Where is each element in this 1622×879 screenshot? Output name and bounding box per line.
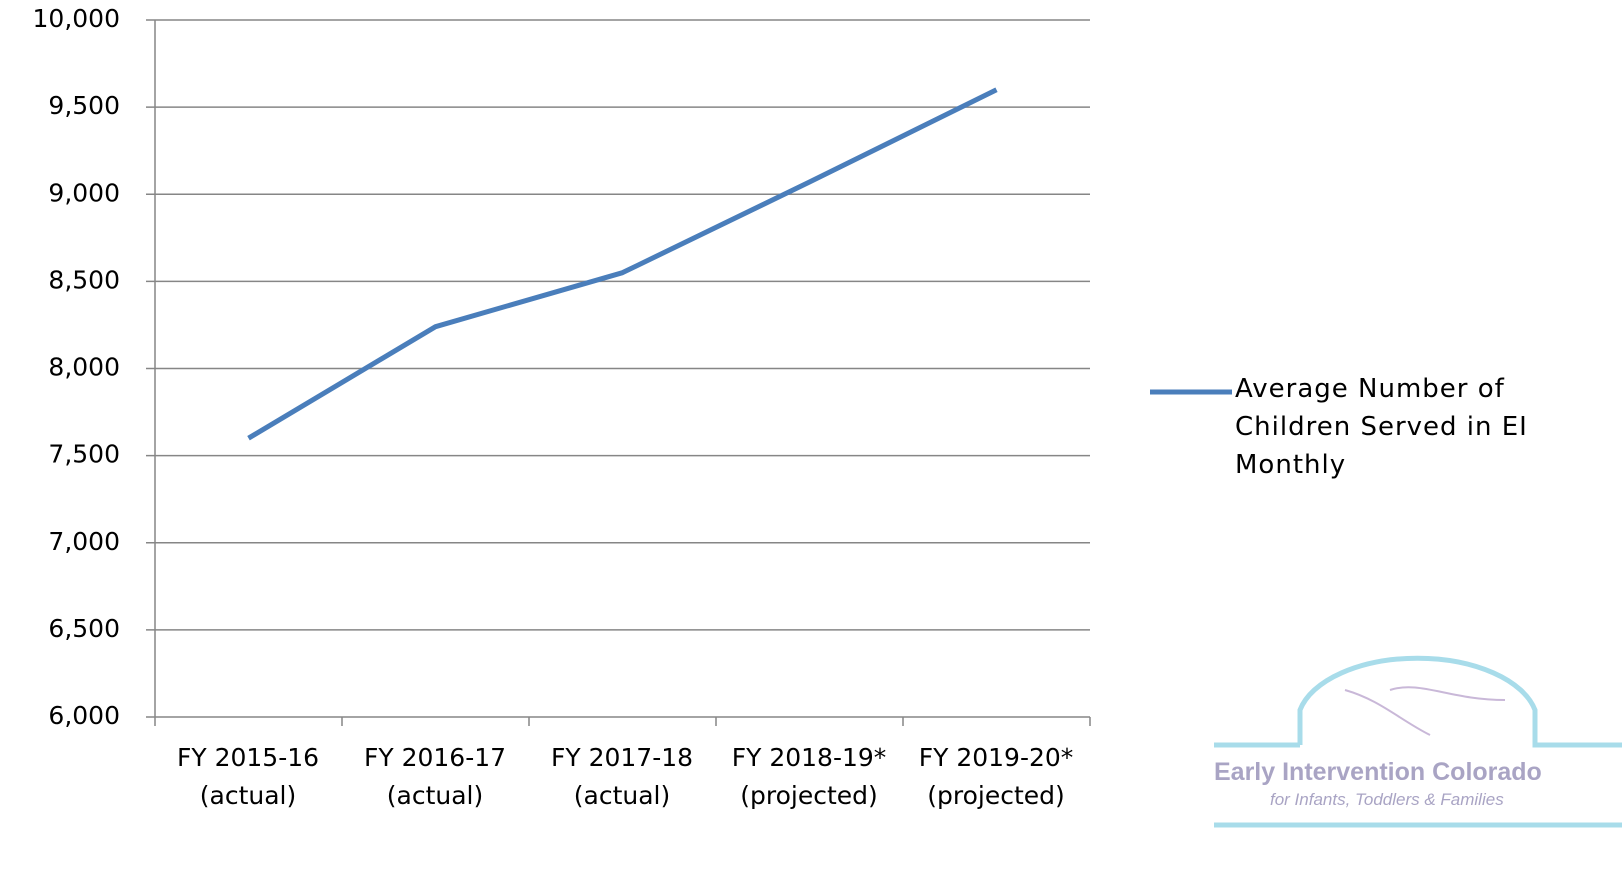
y-tick-label: 10,000	[33, 4, 120, 33]
legend-label: Average Number of Children Served in EI …	[1235, 374, 1528, 480]
x-tick-label: FY 2016-17 (actual)	[363, 743, 507, 810]
logo-arch	[1214, 655, 1622, 828]
data-line	[247, 87, 998, 441]
x-tick-label: FY 2019-20* (projected)	[918, 743, 1074, 810]
x-tick-label: FY 2017-18 (actual)	[550, 743, 694, 810]
y-tick-label: 6,500	[48, 614, 120, 643]
x-tick-label: FY 2018-19* (projected)	[731, 743, 887, 810]
logo-subtitle: for Infants, Toddlers & Families	[1270, 790, 1504, 809]
y-tick-label: 6,000	[48, 701, 120, 730]
y-tick-label: 7,500	[48, 440, 120, 469]
x-tick-label: FY 2015-16 (actual)	[176, 743, 320, 810]
y-tick-label: 8,000	[48, 353, 120, 382]
y-tick-label: 9,500	[48, 91, 120, 120]
y-tick-label: 8,500	[48, 265, 120, 294]
y-tick-label: 9,000	[48, 178, 120, 207]
logo-title: Early Intervention Colorado	[1214, 758, 1542, 786]
y-tick-label: 7,000	[48, 527, 120, 556]
